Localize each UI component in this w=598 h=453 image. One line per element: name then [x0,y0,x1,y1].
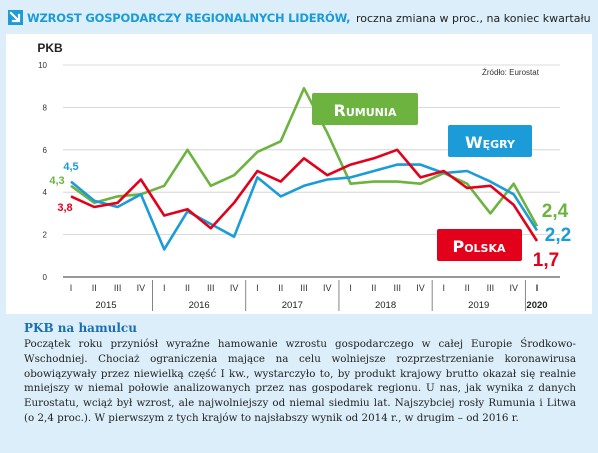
legend-wegry-label: Węgry [465,133,516,152]
year-label: 2018 [375,300,396,311]
x-tick-label: I [256,283,259,293]
legend-polska: Polska [437,229,522,261]
series-line-polska [70,148,539,242]
x-axis: I II III IV I II III IV I II III IV I II III IV I II III IV… [70,280,548,311]
arrow-down-right-icon [8,10,23,25]
y-tick-label: 10 [38,61,47,70]
y-tick-label: 4 [43,188,48,197]
chart-subtitle: roczna zmiana w proc., na koniec kwartał… [355,12,591,25]
source-note: Źródło: Eurostat [482,68,540,77]
label-wegry-end: 2,2 [545,225,571,246]
x-tick-label: III [300,283,308,293]
x-tick-label: I [349,283,352,293]
x-tick-label: IV [137,283,146,293]
year-label: 2015 [95,300,116,311]
y-tick-label: 2 [43,231,48,240]
y-axis: 0 2 4 6 8 10 [38,61,47,282]
article-subheading: PKB na hamulcu [24,321,137,335]
x-tick-label: III [487,283,495,293]
x-tick-label: II [92,283,97,293]
chart-header: WZROST GOSPODARCZY REGIONALNYCH LIDERÓW,… [8,10,593,32]
year-label: 2020 [526,300,547,311]
legend-polska-label: Polska [452,237,506,256]
x-tick-label: I [70,283,73,293]
chart-title: WZROST GOSPODARCZY REGIONALNYCH LIDERÓW, [27,11,351,25]
x-tick-label: II [465,283,470,293]
legend-wegry: Węgry [448,125,532,157]
x-tick-label: III [207,283,215,293]
year-label: 2019 [468,300,489,311]
x-tick-label: III [114,283,122,293]
year-label: 2016 [189,300,210,311]
year-label: 2017 [282,300,303,311]
x-tick-label: IV [509,283,518,293]
x-tick-label: III [393,283,401,293]
x-tick-label: II [185,283,190,293]
article-text: PKB na hamulcu Początek roku przyniósł w… [24,320,576,426]
y-tick-label: 0 [43,273,48,282]
label-polska-end: 1,7 [533,250,559,271]
x-tick-label: II [371,283,376,293]
x-tick-label: II [278,283,283,293]
y-axis-label: PKB [37,41,63,55]
x-tick-label: IV [323,283,332,293]
x-tick-label: IV [416,283,425,293]
y-tick-label: 8 [43,103,48,112]
plot-background [6,34,592,314]
label-polska-start: 3,8 [57,202,72,214]
label-rumunia-end: 2,4 [542,201,569,222]
label-rumunia-start: 4,3 [49,175,64,187]
x-tick-label: I [163,283,166,293]
x-tick-label: I [536,283,539,293]
legend-rumunia-label: Rumunia [334,101,397,120]
article-body: Początek roku przyniósł wyraźne hamowani… [24,338,576,424]
legend-rumunia: Rumunia [312,93,418,125]
x-tick-label: IV [230,283,239,293]
series-line-węgry [70,163,539,251]
x-tick-label: I [443,283,446,293]
label-wegry-start: 4,5 [63,161,78,173]
series-lines [70,86,539,251]
y-tick-label: 6 [43,146,48,155]
